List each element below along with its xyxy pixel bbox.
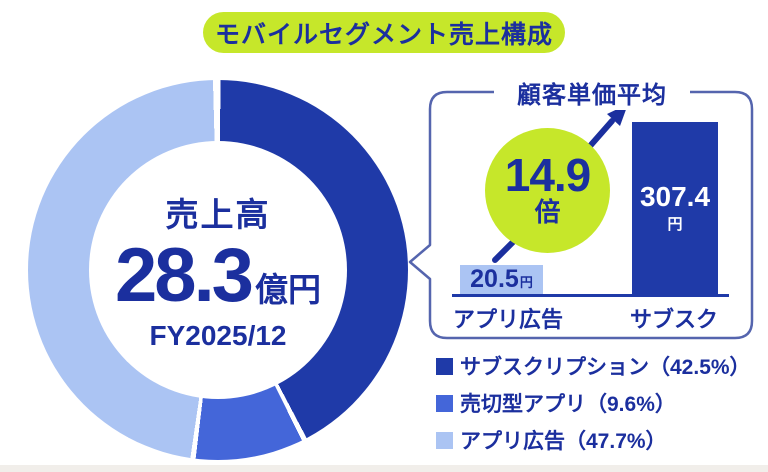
- donut-legend: サブスクリプション（42.5%） 売切型アプリ（9.6%） アプリ広告（47.7…: [436, 351, 751, 455]
- bar-app-ads-value: 20.5: [470, 265, 519, 293]
- legend-item-app-ads: アプリ広告（47.7%）: [436, 425, 751, 455]
- legend-label-subscription: サブスクリプション（42.5%）: [460, 356, 751, 379]
- multiplier-unit: 倍: [534, 197, 561, 228]
- multiplier-badge: 14.9 倍: [485, 128, 610, 253]
- legend-swatch-paid-apps: [436, 394, 453, 412]
- bar-chart-axis: [452, 294, 729, 297]
- legend-swatch-app-ads: [436, 431, 453, 449]
- bar-subscription-unit: 円: [667, 215, 683, 233]
- title-badge: モバイルセグメント売上構成: [203, 12, 565, 53]
- legend-item-paid-apps: 売切型アプリ（9.6%）: [436, 388, 751, 418]
- revenue-label: 売上高: [165, 196, 271, 233]
- category-label-app-ads: アプリ広告: [452, 307, 563, 332]
- revenue-value: 28.3: [115, 233, 254, 318]
- fiscal-period: FY2025/12: [149, 320, 287, 351]
- donut-center-text: 売上高 28.3 億円 FY2025/12: [28, 80, 408, 460]
- bottom-edge-strip: [0, 465, 768, 472]
- bar-app-ads-unit: 円: [519, 275, 533, 290]
- revenue-unit: 億円: [254, 271, 321, 308]
- legend-swatch-subscription: [436, 357, 453, 375]
- donut-hole: [89, 141, 347, 399]
- legend-label-app-ads: アプリ広告（47.7%）: [460, 430, 667, 453]
- legend-item-subscription: サブスクリプション（42.5%）: [436, 351, 751, 381]
- bar-subscription: 307.4 円: [632, 122, 718, 294]
- page-title: モバイルセグメント売上構成: [214, 20, 553, 49]
- category-label-subscription: サブスク: [629, 307, 718, 332]
- legend-label-paid-apps: 売切型アプリ（9.6%）: [460, 393, 676, 416]
- arrow-dash-segment: [492, 238, 517, 263]
- revenue-value-row: 28.3 億円: [115, 238, 321, 314]
- callout-title: 顧客単価平均: [494, 75, 690, 110]
- bar-app-ads: 20.5 円: [460, 265, 543, 294]
- multiplier-value: 14.9: [504, 149, 592, 202]
- bar-subscription-value: 307.4: [639, 181, 711, 213]
- donut-chart: 売上高 28.3 億円 FY2025/12: [28, 80, 408, 460]
